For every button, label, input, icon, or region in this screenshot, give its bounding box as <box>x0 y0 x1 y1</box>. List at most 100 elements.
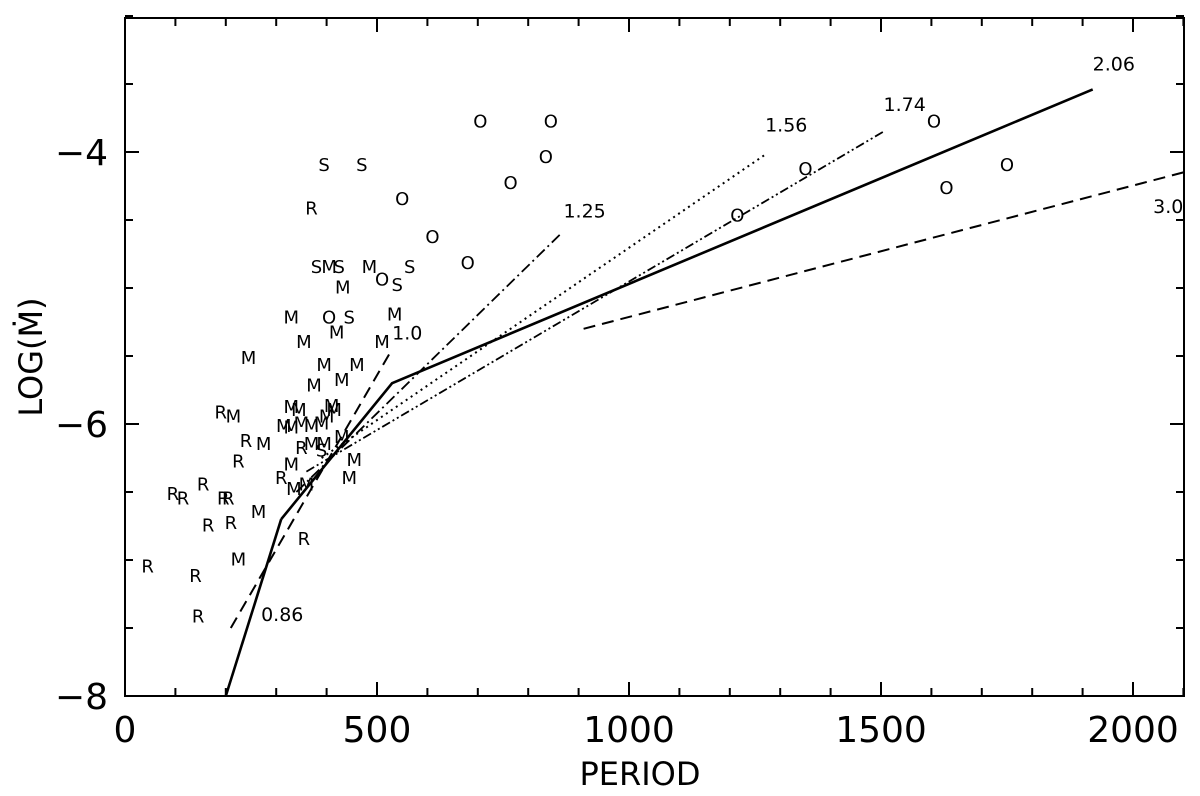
data-point-m: M <box>342 468 358 489</box>
data-point-r: R <box>232 452 245 473</box>
data-point-m: M <box>276 416 292 437</box>
data-point-m: M <box>324 396 340 417</box>
data-point-s: S <box>311 257 322 278</box>
data-point-o: O <box>798 159 812 180</box>
data-point-o: O <box>375 269 389 290</box>
data-point-m: M <box>299 475 315 496</box>
data-point-o: O <box>425 227 439 248</box>
plot-area-border <box>124 17 1185 697</box>
line-label: 1.56 <box>765 115 807 137</box>
data-point-m: M <box>326 400 342 421</box>
data-point-s: S <box>318 155 329 176</box>
data-point-m: M <box>334 427 350 448</box>
data-point-o: O <box>503 173 517 194</box>
data-point-r: R <box>167 484 180 505</box>
data-point-r: R <box>275 468 288 489</box>
line-label: 1.0 <box>392 323 422 345</box>
data-point-m: M <box>347 450 363 471</box>
data-point-m: M <box>296 332 312 353</box>
data-point-r: R <box>305 199 318 220</box>
model-line-0-86 <box>224 518 283 697</box>
data-point-m: M <box>349 355 365 376</box>
x-tick-label: 0 <box>114 710 137 751</box>
x-axis: 0 500 1000 1500 2000 <box>114 18 1185 751</box>
data-point-m: M <box>294 414 310 435</box>
data-point-m: M <box>304 434 320 455</box>
data-point-m: M <box>334 370 350 391</box>
data-point-o: O <box>395 189 409 210</box>
data-point-r: R <box>295 438 308 459</box>
data-point-m: M <box>251 502 267 523</box>
y-tick-label: −6 <box>55 405 108 446</box>
data-point-r: R <box>222 488 235 509</box>
data-point-m: M <box>306 375 322 396</box>
data-point-o: O <box>927 112 941 133</box>
data-point-s: S <box>356 155 367 176</box>
data-point-m: M <box>231 550 247 571</box>
data-point-s: S <box>333 257 344 278</box>
data-point-r: R <box>215 403 228 424</box>
data-point-s: S <box>391 275 402 296</box>
data-point-o: O <box>539 147 553 168</box>
data-point-r: R <box>202 516 215 537</box>
y-tick-label: −4 <box>55 133 108 174</box>
data-point-o: O <box>1000 155 1014 176</box>
plot-frame <box>124 17 1185 697</box>
data-point-r: R <box>217 488 230 509</box>
line-label: 2.06 <box>1093 53 1135 75</box>
model-line-labels: 0.86 1.0 1.25 1.56 1.74 2.06 3.0 <box>261 53 1183 626</box>
data-point-s: S <box>344 307 355 328</box>
data-point-m: M <box>284 307 300 328</box>
data-point-m: M <box>314 414 330 435</box>
data-point-r: R <box>189 566 202 587</box>
model-lines <box>224 88 1184 697</box>
data-point-o: O <box>730 205 744 226</box>
line-label: 1.25 <box>563 200 605 222</box>
x-axis-title: PERIOD <box>579 755 700 793</box>
data-point-o: O <box>322 307 336 328</box>
y-tick-label: −8 <box>55 677 108 718</box>
line-label: 1.74 <box>884 94 926 116</box>
model-line-2-06 <box>280 88 1094 521</box>
data-point-r: R <box>192 607 205 628</box>
data-point-m: M <box>329 322 345 343</box>
data-point-m: M <box>387 305 403 326</box>
model-line-3-0 <box>583 171 1184 330</box>
data-point-r: R <box>298 529 311 550</box>
x-tick-label: 1000 <box>583 710 675 751</box>
data-point-m: M <box>291 400 307 421</box>
line-label: 3.0 <box>1153 196 1183 218</box>
data-point-m: M <box>335 278 351 299</box>
data-point-m: M <box>284 418 300 439</box>
data-point-o: O <box>473 112 487 133</box>
data-point-r: R <box>141 556 154 577</box>
data-point-m: M <box>362 257 378 278</box>
data-point-m: M <box>286 479 302 500</box>
data-point-m: M <box>316 434 332 455</box>
x-tick-label: 1500 <box>835 710 927 751</box>
model-line-1-0 <box>229 348 393 629</box>
data-point-s: S <box>316 441 327 462</box>
data-point-r: R <box>197 475 210 496</box>
data-point-r: R <box>240 431 253 452</box>
y-axis: −8 −6 −4 <box>55 15 1184 718</box>
data-point-s: S <box>404 257 415 278</box>
data-point-m: M <box>226 407 242 428</box>
data-point-o: O <box>939 178 953 199</box>
y-axis-title: LOG(Ṁ) <box>12 297 50 416</box>
data-point-m: M <box>374 332 390 353</box>
x-tick-label: 2000 <box>1087 710 1179 751</box>
data-point-o: O <box>461 253 475 274</box>
model-line-1-74 <box>305 130 884 473</box>
data-point-m: M <box>284 454 300 475</box>
data-point-m: M <box>284 397 300 418</box>
data-point-m: M <box>241 348 257 369</box>
data-point-o: O <box>544 112 558 133</box>
data-point-m: M <box>256 434 272 455</box>
data-point-r: R <box>225 513 238 534</box>
data-point-m: M <box>319 407 335 428</box>
model-line-1-25 <box>295 232 562 493</box>
data-point-m: M <box>304 416 320 437</box>
